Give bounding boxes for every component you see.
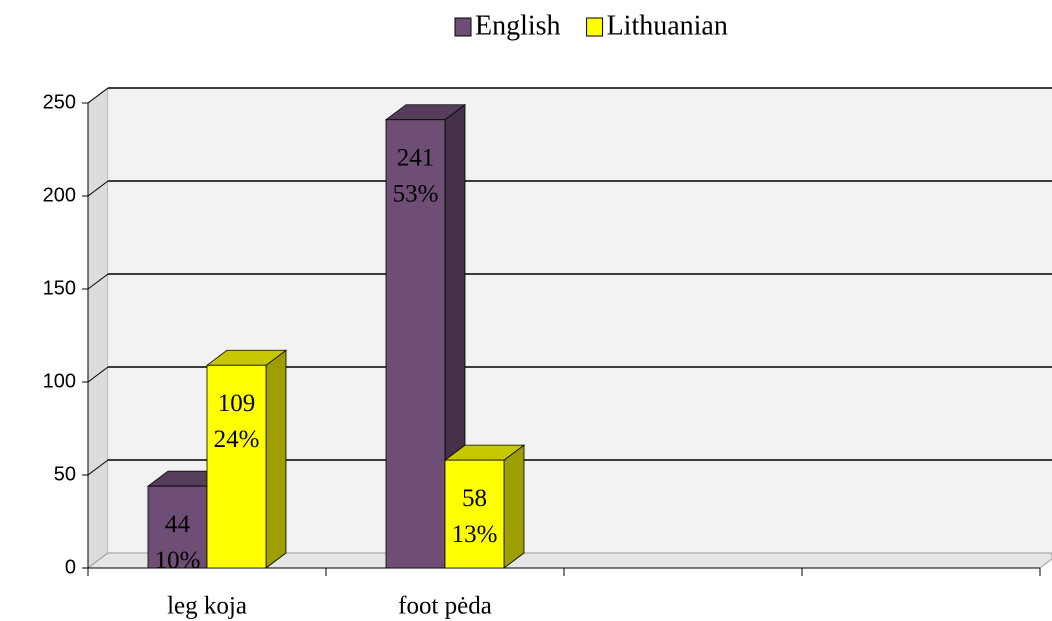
grid-line (87, 87, 109, 104)
legend-label: Lithuanian (607, 10, 728, 41)
x-tick-label: leg koja (167, 593, 247, 620)
y-tick-label: 50 (54, 463, 76, 485)
bar-side (265, 349, 287, 569)
bar (444, 459, 505, 569)
legend-label: English (475, 10, 561, 41)
bar-side (503, 444, 525, 569)
y-tick-label: 150 (43, 277, 76, 299)
y-tick-label: 250 (43, 91, 76, 113)
bar (147, 485, 208, 569)
data-label: 53% (393, 180, 439, 207)
left-wall (87, 87, 109, 569)
y-tick-label: 0 (65, 556, 76, 578)
data-label: 10% (155, 547, 201, 574)
data-label: 13% (452, 521, 498, 548)
grid-line (87, 180, 109, 197)
data-label: 44 (165, 511, 191, 538)
data-label: 241 (397, 144, 435, 171)
legend-swatch (454, 17, 472, 37)
data-label: 24% (214, 426, 260, 453)
grid-line (87, 273, 109, 290)
grid-line (87, 459, 109, 476)
y-tick-label: 100 (43, 370, 76, 392)
grid-line (87, 366, 109, 383)
back-wall (108, 88, 1052, 553)
x-tick-label: foot pėda (398, 593, 492, 620)
y-tick-label: 200 (43, 184, 76, 206)
legend-swatch (586, 17, 604, 37)
bar (206, 364, 267, 569)
data-label: 109 (218, 390, 256, 417)
data-label: 58 (462, 485, 487, 512)
bar (385, 119, 446, 569)
